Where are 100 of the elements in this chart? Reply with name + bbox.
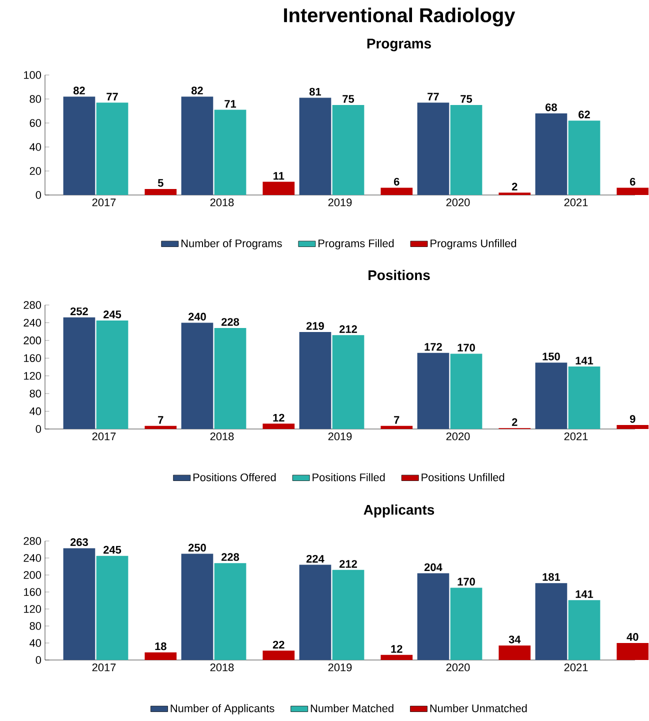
bar (498, 646, 531, 660)
y-tick-label: 160 (24, 588, 42, 596)
bar (96, 102, 128, 195)
y-tick-label: 20 (30, 167, 42, 175)
data-label: 212 (340, 325, 358, 333)
data-label: 2 (512, 418, 518, 426)
data-label: 40 (626, 633, 638, 641)
data-label: 81 (310, 88, 322, 96)
data-label: 82 (192, 86, 204, 94)
data-label: 82 (74, 86, 86, 94)
bar (144, 426, 177, 429)
y-tick-label: 80 (30, 390, 42, 398)
data-label: 34 (509, 636, 521, 644)
data-label: 77 (106, 92, 118, 100)
bar (616, 425, 649, 429)
y-tick-label: 240 (24, 554, 42, 562)
bar (300, 98, 332, 195)
bar (96, 556, 128, 660)
bar (64, 96, 96, 195)
data-label: 77 (428, 92, 440, 100)
data-label: 263 (70, 538, 88, 546)
data-label: 170 (458, 344, 476, 352)
data-label: 141 (576, 590, 594, 598)
legend-label: Positions Filled (312, 473, 385, 482)
bar (418, 352, 450, 429)
legend-label: Programs Unfilled (430, 239, 516, 250)
y-tick-label: 40 (30, 407, 42, 416)
chart-subtitle: Programs (368, 38, 432, 52)
bar (418, 102, 450, 195)
bar (332, 570, 364, 660)
bar (262, 650, 295, 660)
bar (418, 573, 450, 660)
y-tick-label: 80 (30, 622, 42, 630)
bar (536, 113, 568, 195)
y-tick-label: 0 (36, 656, 42, 664)
y-tick-label: 280 (24, 301, 42, 309)
x-tick-label: 2017 (92, 198, 116, 206)
data-label: 6 (630, 178, 636, 186)
data-label: 228 (222, 553, 240, 561)
bar (536, 583, 568, 660)
y-tick-label: 0 (36, 191, 42, 199)
x-tick-label: 2019 (328, 664, 352, 672)
y-tick-label: 120 (24, 372, 42, 380)
bar (616, 642, 649, 660)
data-label: 224 (306, 554, 325, 563)
bar (182, 96, 214, 195)
chart-title: Applicants (364, 504, 434, 518)
data-label: 204 (424, 563, 443, 572)
bar (568, 366, 600, 429)
bar (64, 317, 96, 429)
x-tick-label: 2020 (446, 664, 470, 672)
data-label: 68 (546, 103, 558, 112)
bar (536, 362, 568, 429)
data-label: 5 (158, 179, 164, 187)
x-tick-label: 2018 (210, 198, 234, 206)
data-label: 22 (273, 640, 285, 648)
data-label: 245 (104, 546, 122, 554)
legend-label: Positions Unfilled (422, 473, 504, 482)
data-label: 75 (460, 95, 472, 103)
bar (262, 182, 295, 195)
y-tick-label: 160 (24, 354, 42, 362)
bar (568, 600, 600, 660)
legend-label: Programs Filled (318, 239, 394, 250)
data-label: 2 (512, 182, 518, 190)
y-tick-label: 280 (24, 537, 42, 545)
bar (144, 652, 177, 660)
chart-title: Interventional Radiology (284, 8, 516, 26)
chart-title: Positions (368, 270, 430, 280)
data-label: 212 (340, 560, 358, 568)
data-label: 75 (342, 95, 354, 103)
x-tick-label: 2019 (328, 432, 352, 440)
bar (214, 110, 246, 195)
x-tick-label: 2020 (446, 198, 470, 206)
data-label: 252 (70, 307, 88, 316)
legend-label: Number Unmatched (430, 704, 527, 712)
x-tick-label: 2021 (564, 198, 588, 206)
data-label: 141 (576, 356, 594, 364)
x-tick-label: 2020 (446, 432, 470, 440)
legend-label: Number Matched (311, 704, 394, 712)
data-label: 172 (424, 342, 442, 351)
x-tick-label: 2017 (92, 432, 116, 440)
data-label: 245 (104, 310, 122, 318)
bar (144, 188, 177, 195)
bar (380, 188, 413, 195)
data-label: 6 (394, 178, 400, 186)
data-label: 170 (458, 578, 476, 586)
data-label: 62 (578, 110, 590, 118)
data-label: 219 (306, 322, 324, 330)
bar (568, 120, 600, 195)
bar (450, 588, 482, 660)
x-tick-label: 2018 (210, 664, 234, 672)
y-tick-label: 40 (30, 639, 42, 647)
data-label: 18 (155, 642, 167, 650)
bar (616, 188, 649, 195)
bar (182, 322, 214, 429)
data-label: 7 (394, 416, 400, 424)
y-tick-label: 120 (24, 605, 42, 613)
data-label: 250 (188, 544, 206, 552)
data-label: 71 (224, 100, 236, 108)
bar (450, 354, 482, 429)
